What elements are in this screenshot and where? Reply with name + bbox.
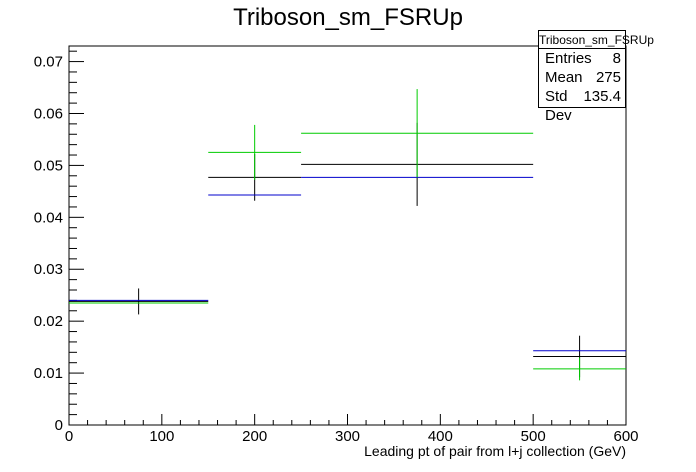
stats-box: Triboson_sm_FSRUp Entries 8 Mean 275 Std…: [538, 30, 654, 124]
histogram-marks: [69, 89, 626, 381]
stats-row-entries: Entries 8: [539, 49, 625, 68]
chart-title: Triboson_sm_FSRUp: [233, 4, 463, 31]
x-tick-label: 100: [149, 428, 174, 445]
y-tick-label: 0.05: [34, 157, 63, 174]
y-tick-label: 0.02: [34, 313, 63, 330]
stats-mean-value: 275: [595, 69, 621, 86]
stats-row-stddev: Std Dev 135.4: [539, 87, 625, 125]
x-tick-label: 400: [428, 428, 453, 445]
stats-mean-label: Mean: [545, 69, 583, 86]
x-tick-label: 0: [65, 428, 73, 445]
x-tick-label: 500: [521, 428, 546, 445]
stats-stddev-value: 135.4: [583, 88, 621, 105]
y-tick-label: 0: [55, 417, 63, 434]
y-tick-label: 0.03: [34, 261, 63, 278]
stats-entries-value: 8: [612, 50, 621, 67]
stats-row-mean: Mean 275: [539, 68, 625, 87]
stats-stddev-label: Std Dev: [545, 88, 572, 124]
y-tick-label: 0.07: [34, 54, 63, 71]
x-tick-label: 300: [335, 428, 360, 445]
x-tick-label: 200: [242, 428, 267, 445]
y-tick-label: 0.04: [34, 209, 63, 226]
axis-tick-labels: 0 100 200 300 400 500 600 0 0.01 0.02 0.03 0.04 0.05…: [34, 54, 639, 445]
stats-entries-label: Entries: [545, 50, 592, 67]
x-tick-label: 600: [613, 428, 638, 445]
y-tick-label: 0.06: [34, 105, 63, 122]
y-tick-label: 0.01: [34, 365, 63, 382]
axis-ticks: [68, 50, 627, 426]
stats-box-name: Triboson_sm_FSRUp: [539, 33, 654, 49]
x-axis-label: Leading pt of pair from l+j collection (…: [364, 443, 626, 459]
